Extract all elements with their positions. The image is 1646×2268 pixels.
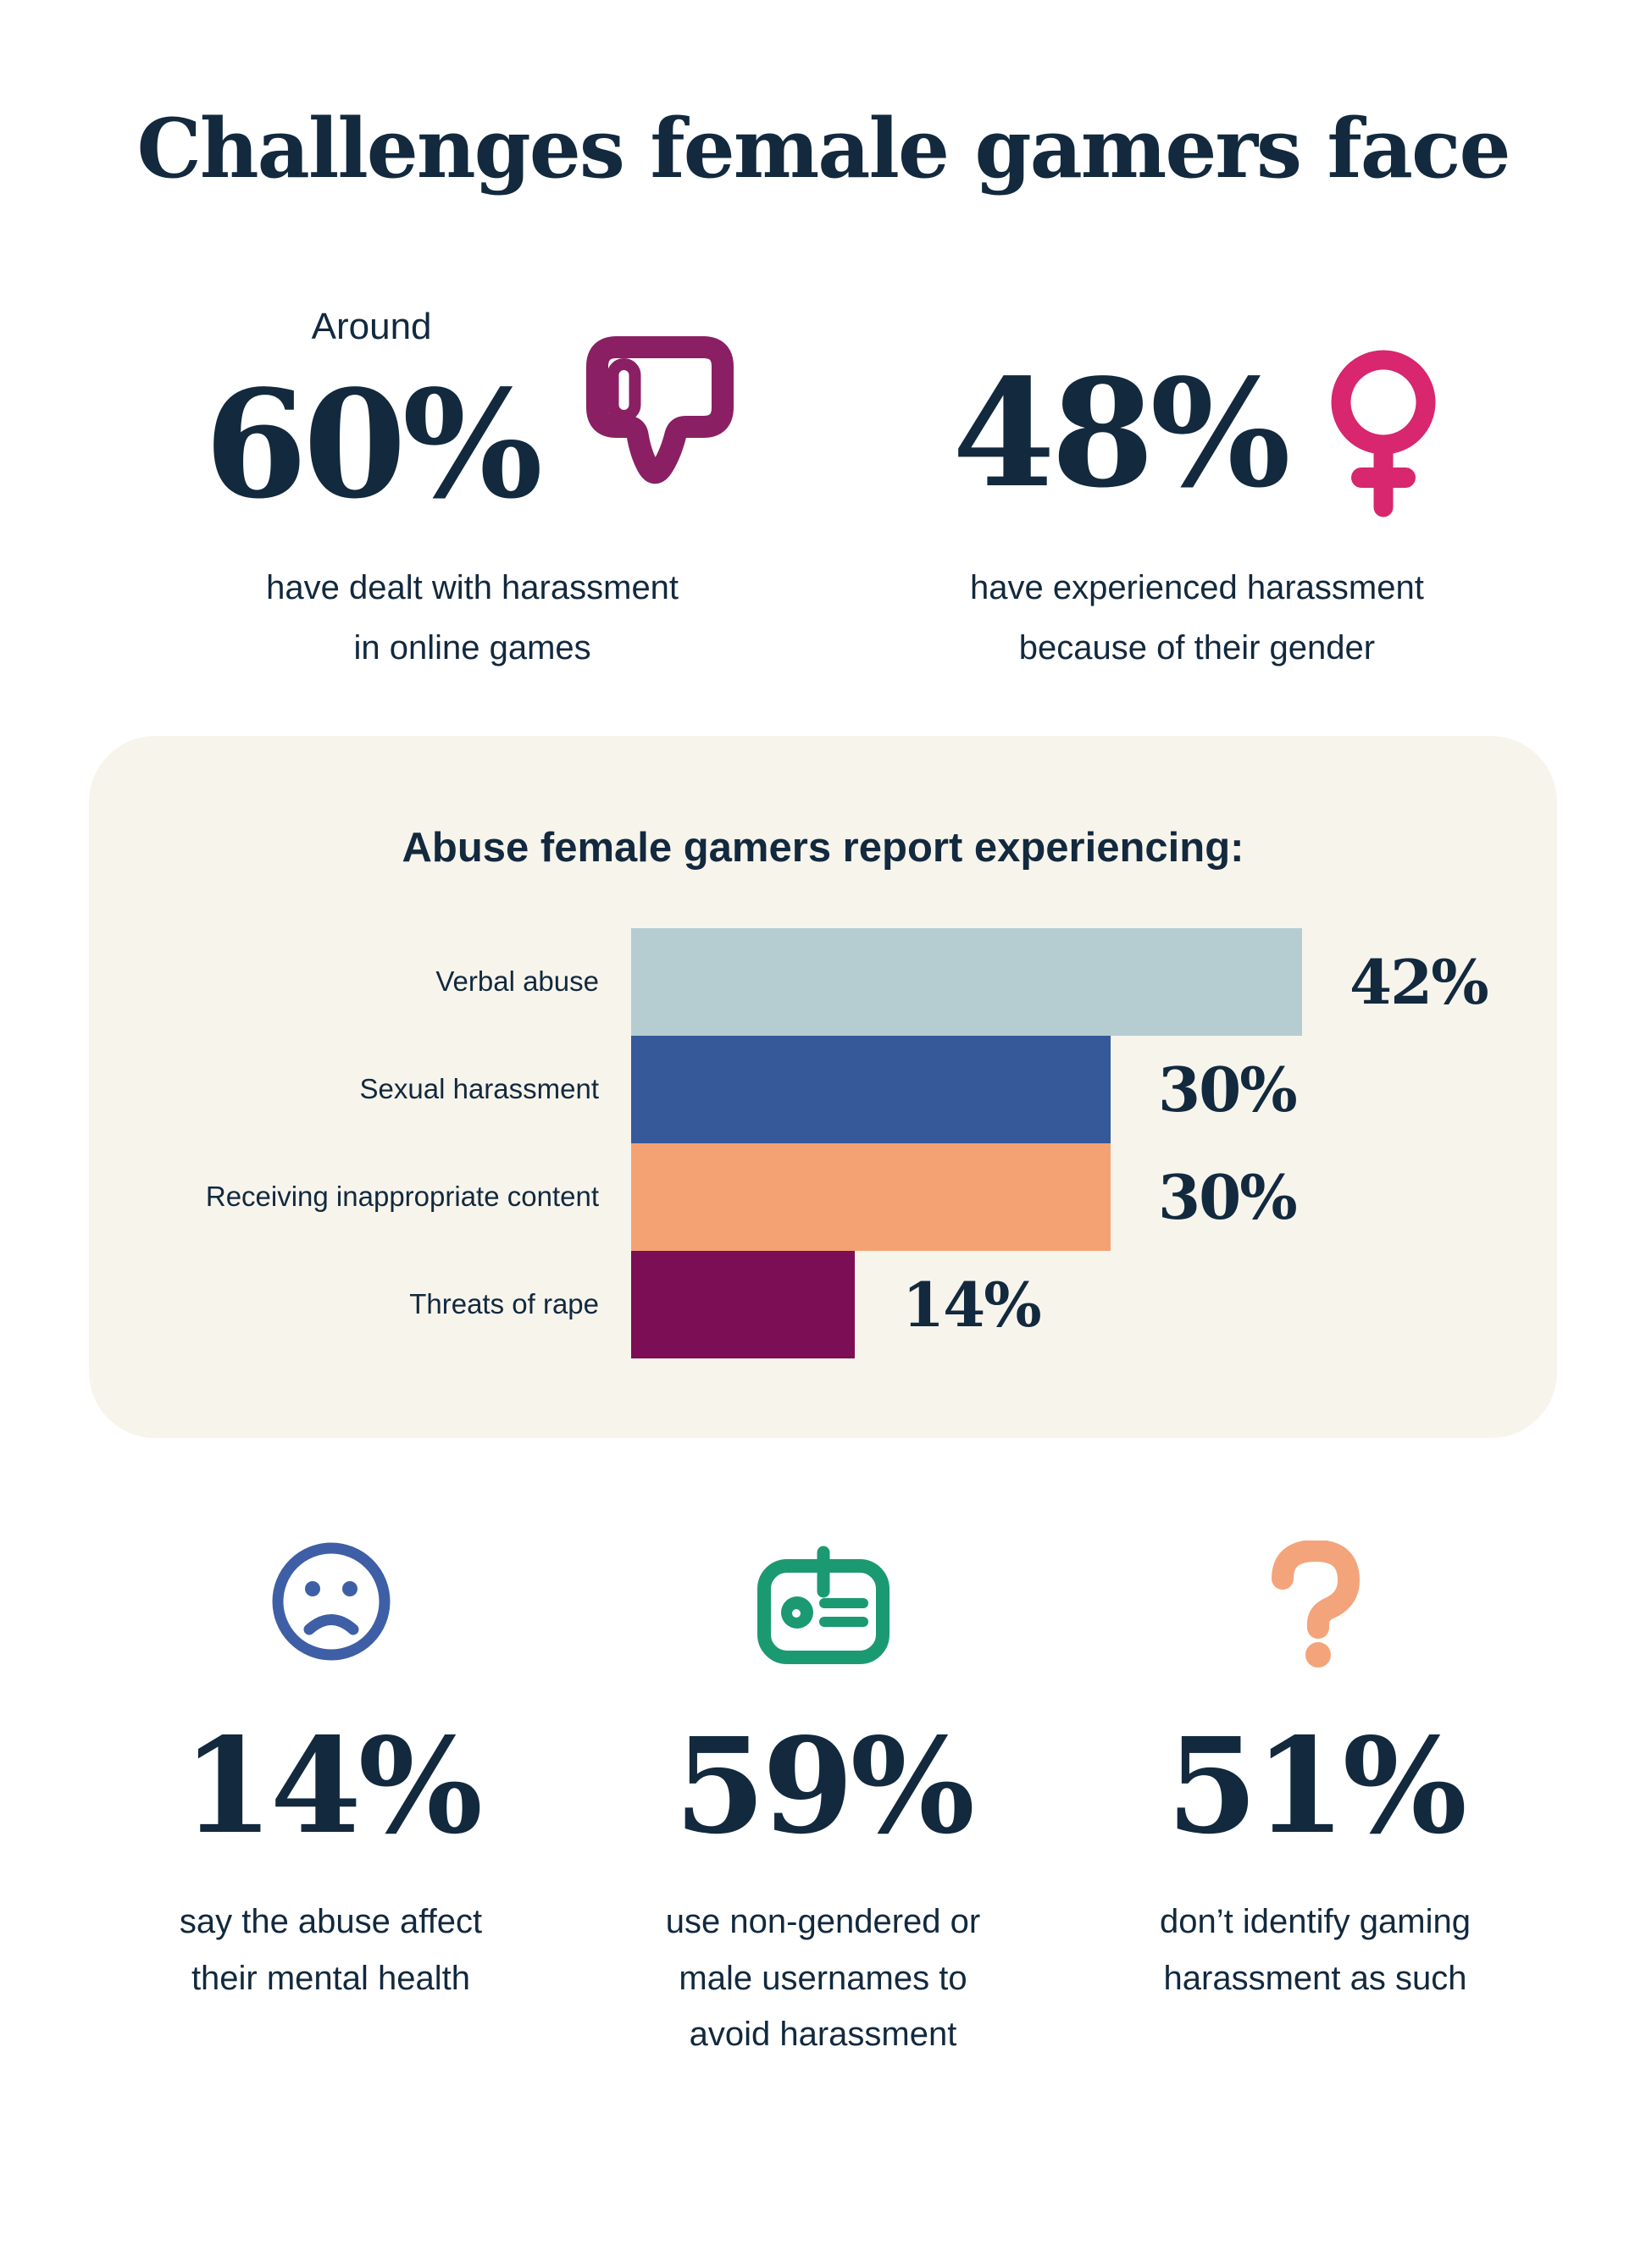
stat-caption: don’t identify gaming harassment as such [1160,1903,1471,1997]
stat-harassment-online: Around 60% have dealt with harassment in… [204,306,740,678]
bar-value-label: 42% [1349,945,1489,1018]
stat-usernames: 59% use non-gendered or male usernames t… [577,1541,1069,2062]
stat-caption: use non-gendered or male usernames to av… [665,1903,981,2053]
top-stats-row: Around 60% have dealt with harassment in… [0,306,1646,678]
bar-threats-of-rape [631,1250,855,1358]
question-mark-icon [1268,1541,1363,1668]
id-badge-icon [756,1541,891,1666]
stat-number-row: 48% [952,350,1442,519]
stat-value: 14% [182,1708,483,1864]
bar-verbal-abuse [631,927,1302,1036]
bar-chart: Verbal abuse 42% Sexual harassment 30% R… [89,927,1557,1358]
stat-prefix: Around [311,306,432,348]
stat-mental-health: 14% say the abuse affect their mental he… [85,1541,577,2006]
stat-caption: say the abuse affect their mental health [179,1903,483,1997]
stat-value: 60% [204,357,543,532]
abuse-chart-card: Abuse female gamers report experiencing:… [89,736,1557,1439]
bar-value-label: 30% [1158,1160,1298,1233]
stat-caption: have dealt with harassment in online gam… [266,568,679,667]
stat-caption: have experienced harassment because of t… [969,568,1424,667]
stat-number-row: Around 60% [204,306,740,519]
stat-gender-harassment: 48% have experienced harassment because … [952,350,1442,678]
chart-row-verbal-abuse: Verbal abuse 42% [89,927,1557,1036]
page-title: Challenges female gamers face [136,101,1510,196]
female-symbol-icon [1327,350,1442,519]
chart-row-inappropriate-content: Receiving inappropriate content 30% [89,1142,1557,1251]
stat-not-identified: 51% don’t identify gaming harassment as … [1069,1541,1561,2006]
bottom-stats-row: 14% say the abuse affect their mental he… [0,1541,1646,2062]
chart-title: Abuse female gamers report experiencing: [402,825,1244,871]
chart-category-label: Threats of rape [409,1288,599,1320]
stat-value: 48% [952,347,1291,522]
stat-value: 59% [674,1708,975,1864]
chart-category-label: Receiving inappropriate content [205,1181,599,1213]
stat-value: 51% [1167,1708,1467,1864]
chart-category-label: Sexual harassment [359,1073,599,1105]
sad-face-icon [268,1541,395,1663]
bar-inappropriate-content [631,1142,1111,1251]
bar-value-label: 14% [902,1268,1042,1341]
bar-sexual-harassment [631,1035,1111,1143]
thumbs-down-icon [579,329,740,495]
bar-value-label: 30% [1158,1053,1298,1126]
chart-category-label: Verbal abuse [435,965,599,998]
chart-row-sexual-harassment: Sexual harassment 30% [89,1035,1557,1143]
infographic-page: { "colors": { "background": "#ffffff", "… [0,100,1646,2268]
chart-row-threats-of-rape: Threats of rape 14% [89,1250,1557,1358]
